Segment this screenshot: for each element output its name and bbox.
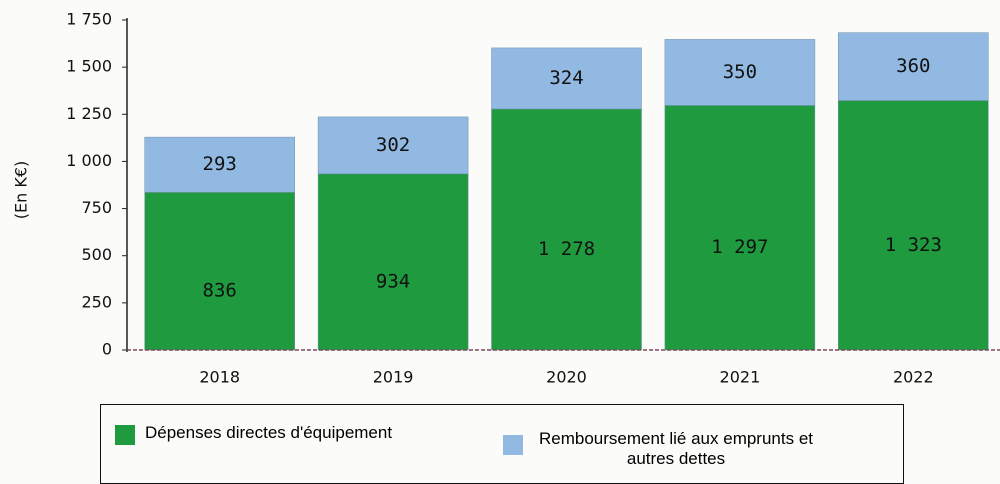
data-label: 350 (723, 61, 757, 83)
y-tick-label: 1 750 (66, 10, 112, 29)
bar-segment (144, 136, 295, 193)
x-tick-label: 2022 (893, 368, 934, 387)
legend-label: Remboursement lié aux emprunts et autres… (538, 429, 814, 468)
bar-segment (317, 173, 469, 351)
y-tick-label: 1 500 (66, 57, 112, 76)
legend-label: Dépenses directes d'équipement (145, 423, 393, 442)
bar-segment (838, 32, 989, 101)
data-label: 324 (549, 67, 583, 89)
chart: (En K€) 0 250 500 750 1 000 1 250 1 500 1 750 83… (12, 10, 1000, 387)
legend-swatch (115, 425, 135, 445)
bar-segment (664, 105, 816, 351)
bar-segment (317, 116, 469, 175)
bar-segment (144, 192, 295, 351)
legend: Dépenses directes d'équipement Remboursem… (100, 404, 904, 484)
bar-segment (491, 47, 642, 110)
y-tick-label: 1 000 (66, 151, 112, 170)
data-label: 1 278 (538, 238, 595, 260)
x-tick-label: 2019 (373, 368, 414, 387)
x-tick-label: 2018 (199, 368, 240, 387)
y-tick-label: 1 250 (66, 104, 112, 123)
data-label: 1 323 (885, 234, 942, 256)
data-label: 836 (203, 280, 237, 302)
y-tick-label: 750 (81, 198, 112, 217)
x-tick-label: 2021 (720, 368, 761, 387)
y-tick-label: 0 (102, 340, 112, 359)
y-tick-label: 250 (81, 292, 112, 311)
bar-segment (664, 39, 816, 106)
data-label: 1 297 (711, 236, 768, 258)
data-label: 302 (376, 134, 410, 156)
y-axis-label: (En K€) (12, 161, 31, 220)
data-label: 360 (896, 55, 930, 77)
bar-segment (838, 100, 989, 351)
x-tick-label: 2020 (546, 368, 587, 387)
y-tick-label: 500 (81, 245, 112, 264)
data-label: 293 (203, 153, 237, 175)
bar-segment (491, 108, 642, 351)
legend-swatch (503, 435, 523, 455)
data-label: 934 (376, 270, 410, 292)
